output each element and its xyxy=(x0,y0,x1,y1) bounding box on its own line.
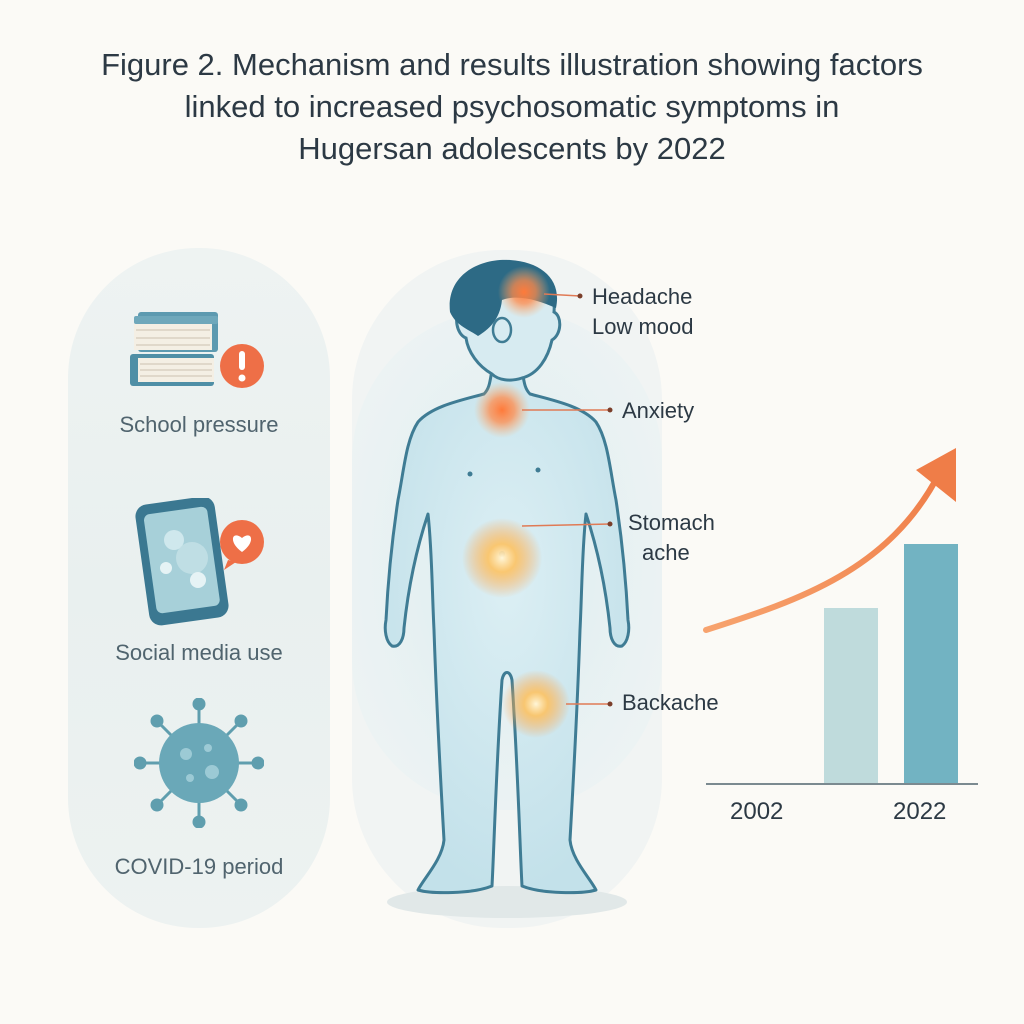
factor-label: Social media use xyxy=(115,640,283,665)
factors-panel: School pressure Social media use xyxy=(68,248,330,928)
category-label-2022: 2022 xyxy=(893,798,947,825)
glow-back xyxy=(502,670,570,738)
trend-arrow xyxy=(703,469,943,633)
trend-chart xyxy=(703,448,978,785)
factor-label: School pressure xyxy=(119,412,279,437)
glow-head xyxy=(498,266,550,318)
title-line-3: Hugersan adolescents by 2022 xyxy=(298,131,726,166)
trend-arrow-head xyxy=(916,448,956,502)
symptom-backache: Backache xyxy=(622,688,719,718)
title-line-1: Figure 2. Mechanism and results illustra… xyxy=(101,47,923,82)
symptom-line: ache xyxy=(642,540,690,565)
symptom-anxiety: Anxiety xyxy=(622,396,694,426)
symptom-stomach-ache: Stomach ache xyxy=(628,508,715,568)
symptom-line: Headache xyxy=(592,284,693,309)
symptom-line: Backache xyxy=(622,690,719,715)
glow-throat xyxy=(474,382,530,438)
phone-heart-icon xyxy=(135,498,264,626)
glow-stomach xyxy=(462,518,542,598)
symptom-line: Anxiety xyxy=(622,398,695,423)
category-label-2002: 2002 xyxy=(730,798,784,825)
symptom-line: Stomach xyxy=(628,510,715,535)
factor-label: COVID-19 period xyxy=(114,854,284,879)
symptom-line: Low mood xyxy=(592,314,694,339)
virus-icon xyxy=(134,698,264,828)
title-line-2: linked to increased psychosomatic sympto… xyxy=(184,89,840,124)
body-outline xyxy=(383,368,631,895)
bar-2002 xyxy=(824,608,878,784)
symptom-headache-low-mood: Headache Low mood xyxy=(592,282,694,342)
human-figure xyxy=(352,259,662,918)
bar-2022 xyxy=(904,544,958,784)
books-alert-icon xyxy=(130,312,264,388)
figure-title: Figure 2. Mechanism and results illustra… xyxy=(40,44,984,170)
